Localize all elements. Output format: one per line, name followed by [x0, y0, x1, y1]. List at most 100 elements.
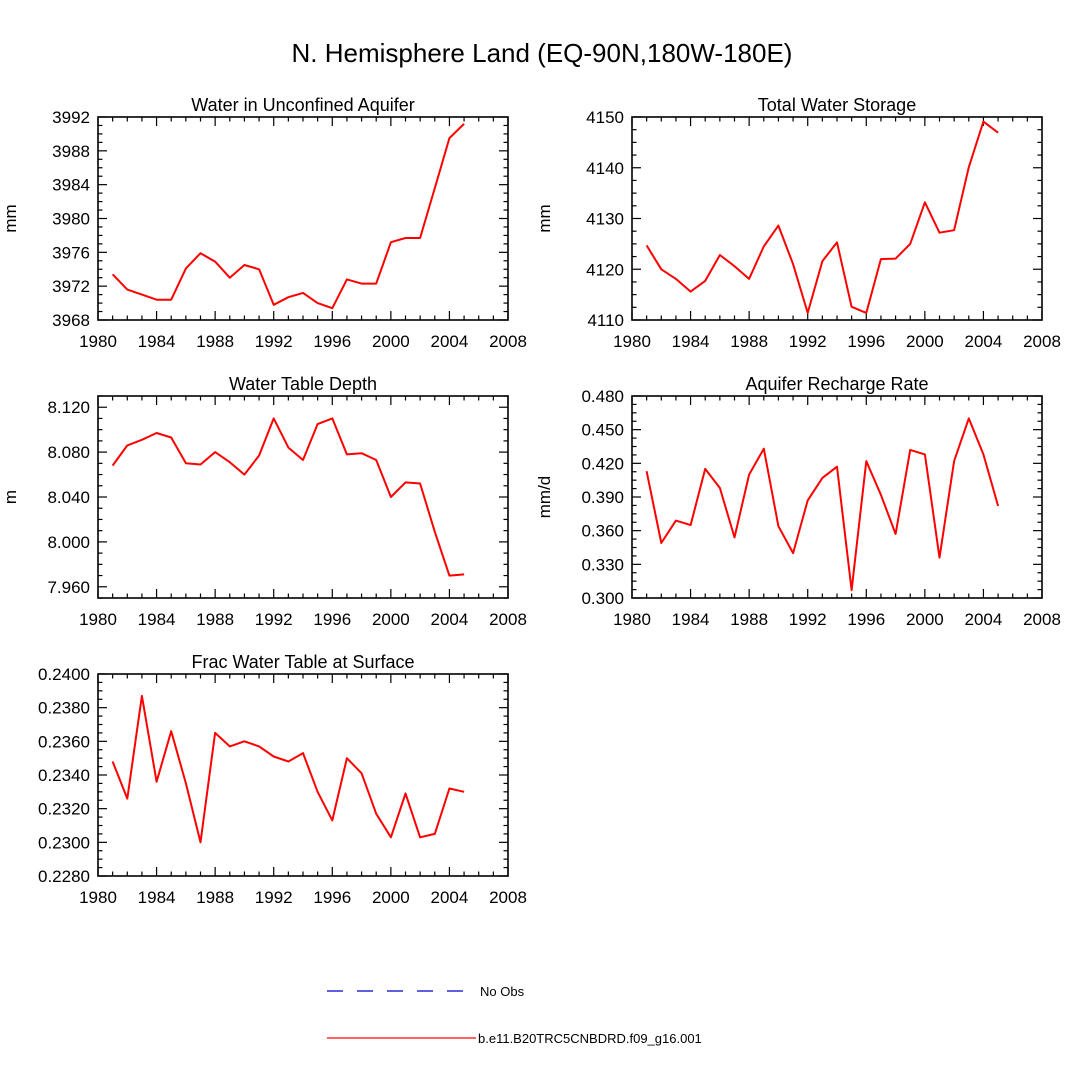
data-point — [317, 423, 319, 425]
y-tick-label: 3984 — [52, 176, 90, 195]
y-tick-label: 4150 — [586, 108, 624, 127]
data-point — [880, 258, 882, 260]
x-tick-label: 2000 — [372, 888, 410, 907]
data-point — [361, 772, 363, 774]
data-point — [243, 474, 245, 476]
data-point — [851, 589, 853, 591]
data-point — [719, 487, 721, 489]
y-tick-label: 3988 — [52, 142, 90, 161]
data-point — [405, 237, 407, 239]
data-point — [675, 520, 677, 522]
y-tick-label: 0.480 — [581, 387, 624, 406]
data-point — [792, 552, 794, 554]
data-point — [185, 462, 187, 464]
legend-label-no-obs: No Obs — [480, 984, 525, 999]
x-tick-label: 2000 — [906, 332, 944, 351]
y-tick-label: 8.080 — [47, 443, 90, 462]
data-point — [141, 695, 143, 697]
data-point — [968, 166, 970, 168]
data-point — [763, 448, 765, 450]
data-point — [214, 732, 216, 734]
x-tick-label: 1992 — [255, 888, 293, 907]
data-point — [258, 268, 260, 270]
y-tick-label: 4110 — [587, 311, 624, 330]
y-tick-label: 0.2360 — [38, 732, 90, 751]
chart-panel-2: Total Water Storage mm 1980 1984 1988 1992 199… — [535, 95, 1061, 351]
x-tick-label: 1984 — [138, 888, 176, 907]
y-tick-label: 0.2300 — [38, 833, 90, 852]
data-point — [463, 791, 465, 793]
chart-panels: Water in Unconfined Aquifer mm 1980 1984 198… — [1, 95, 1061, 907]
x-tick-label: 1996 — [313, 610, 351, 629]
data-point — [302, 752, 304, 754]
data-point — [997, 132, 999, 134]
data-point — [463, 123, 465, 125]
data-point — [390, 241, 392, 243]
data-point — [243, 264, 245, 266]
x-tick-label: 1980 — [613, 332, 651, 351]
data-point — [200, 463, 202, 465]
data-point — [214, 451, 216, 453]
data-point — [419, 483, 421, 485]
data-point — [156, 299, 158, 301]
data-point — [405, 481, 407, 483]
y-tick-label: 3968 — [52, 311, 90, 330]
y-axis-label: mm — [535, 204, 554, 232]
data-point — [660, 268, 662, 270]
data-point — [229, 745, 231, 747]
x-tick-label: 1980 — [79, 332, 117, 351]
data-point — [448, 787, 450, 789]
data-point — [880, 494, 882, 496]
data-point — [243, 740, 245, 742]
y-tick-label: 4140 — [586, 159, 624, 178]
data-point — [807, 499, 809, 501]
plot-frame — [631, 395, 1043, 599]
data-point — [200, 252, 202, 254]
data-point — [141, 294, 143, 296]
data-point — [185, 267, 187, 269]
x-tick-label: 1988 — [196, 888, 234, 907]
x-tick-label: 1992 — [789, 610, 827, 629]
x-tick-label: 1988 — [196, 610, 234, 629]
data-point — [851, 306, 853, 308]
data-point — [734, 265, 736, 267]
data-point — [434, 833, 436, 835]
data-point — [331, 307, 333, 309]
x-tick-label: 1992 — [789, 332, 827, 351]
y-tick-label: 3976 — [52, 243, 90, 262]
y-tick-label: 7.960 — [47, 578, 90, 597]
data-point — [170, 730, 172, 732]
data-point — [273, 304, 275, 306]
data-point — [865, 312, 867, 314]
data-point — [982, 453, 984, 455]
data-point — [156, 432, 158, 434]
series-line — [645, 120, 999, 314]
data-point — [229, 461, 231, 463]
data-point — [675, 278, 677, 280]
data-point — [704, 468, 706, 470]
x-tick-label: 2008 — [489, 888, 527, 907]
x-tick-label: 2004 — [431, 888, 469, 907]
data-point — [273, 417, 275, 419]
data-point — [156, 781, 158, 783]
data-point — [361, 452, 363, 454]
x-tick-label: 1980 — [79, 888, 117, 907]
x-tick-label: 1988 — [730, 610, 768, 629]
panel-title: Frac Water Table at Surface — [191, 652, 414, 672]
data-point — [346, 278, 348, 280]
data-point — [434, 531, 436, 533]
y-tick-label: 0.420 — [581, 454, 624, 473]
data-point — [895, 258, 897, 260]
data-point — [126, 798, 128, 800]
data-point — [126, 444, 128, 446]
data-point — [660, 542, 662, 544]
x-tick-label: 1996 — [847, 332, 885, 351]
data-point — [953, 460, 955, 462]
data-point — [895, 533, 897, 535]
y-tick-label: 8.000 — [47, 533, 90, 552]
data-point — [273, 755, 275, 757]
x-tick-label: 2000 — [372, 610, 410, 629]
y-axis-label: mm/d — [535, 476, 554, 519]
x-tick-label: 1996 — [847, 610, 885, 629]
x-tick-label: 2000 — [906, 610, 944, 629]
